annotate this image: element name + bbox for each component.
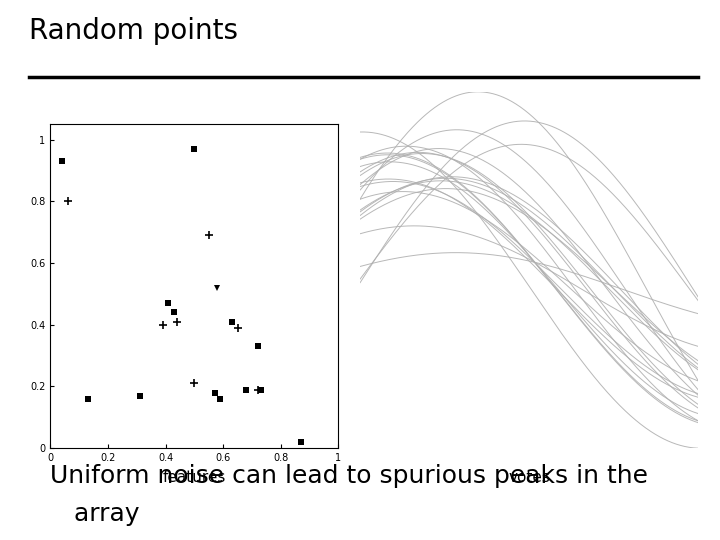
Text: array: array [50,502,140,526]
Text: features: features [163,470,226,485]
Text: votes: votes [508,470,550,485]
Text: Random points: Random points [29,17,238,45]
Text: Uniform noise can lead to spurious peaks in the: Uniform noise can lead to spurious peaks… [50,464,649,488]
